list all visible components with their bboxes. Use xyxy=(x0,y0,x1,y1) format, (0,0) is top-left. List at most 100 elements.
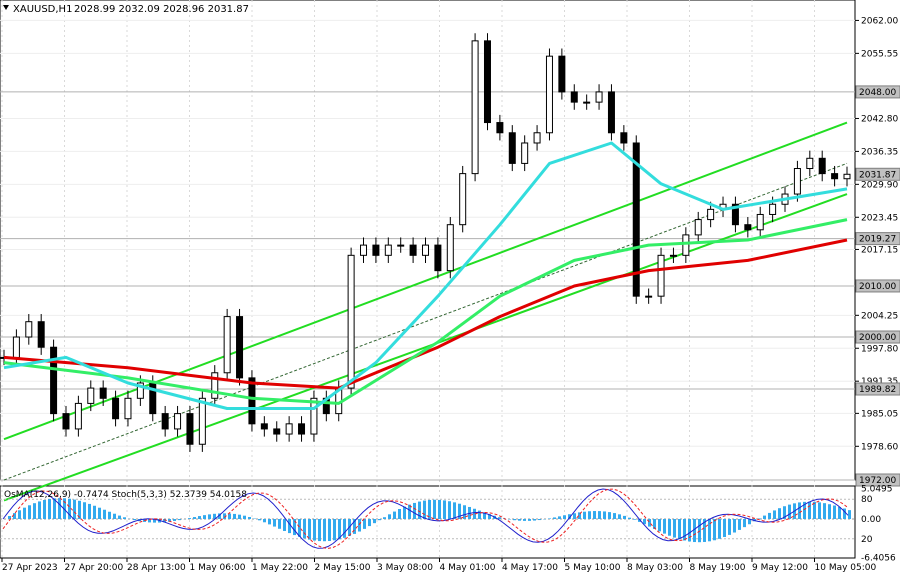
osma-bar xyxy=(823,503,826,519)
candle-body xyxy=(769,203,777,215)
price-tag-label: 1989.82 xyxy=(859,385,896,395)
osma-bar xyxy=(658,519,661,532)
osma-bar xyxy=(833,505,836,519)
candle-body xyxy=(545,55,553,134)
osma-bar xyxy=(103,509,106,519)
osma-bar xyxy=(83,502,86,519)
osma-bar xyxy=(538,519,541,521)
osma-bar xyxy=(43,500,46,519)
osma-bar xyxy=(98,507,101,519)
osma-bar xyxy=(68,498,71,519)
candle-body xyxy=(12,336,20,358)
osma-bar xyxy=(743,519,746,528)
osma-bar xyxy=(163,519,166,523)
candle-body xyxy=(285,423,293,435)
price-axis: 2062.00 2055.55 2042.80 2036.35 2029.90 2023.… xyxy=(855,16,898,452)
osma-bar xyxy=(378,519,381,521)
osma-bar xyxy=(523,519,526,521)
osma-bar xyxy=(528,519,531,521)
ma-green-line xyxy=(3,218,848,405)
osma-bar xyxy=(343,519,346,538)
osma-bar xyxy=(748,519,751,525)
header: XAUUSD,H1 2028.99 2032.09 2028.96 2031.8… xyxy=(3,4,249,15)
candle-body xyxy=(62,413,70,430)
candle-body xyxy=(397,244,405,247)
candle-body xyxy=(595,91,603,103)
candle-body xyxy=(25,321,33,338)
osma-bar xyxy=(48,498,51,519)
candle-body xyxy=(459,173,467,226)
osma-bar xyxy=(828,504,831,519)
osma-bar xyxy=(188,518,191,519)
time-label: 27 Apr 2023 xyxy=(2,563,58,573)
candle-body xyxy=(422,244,429,256)
osma-bar xyxy=(483,512,486,519)
candle-body xyxy=(570,91,578,103)
ma-cyan-line xyxy=(3,141,848,410)
osma-bar xyxy=(533,519,536,521)
candle-body xyxy=(632,142,640,297)
oscillator-frame xyxy=(0,485,856,559)
osma-bar xyxy=(673,519,676,538)
osma-bar xyxy=(813,501,816,519)
osma-bar xyxy=(133,519,136,521)
osma-bar xyxy=(663,519,666,534)
candle-body xyxy=(558,55,566,93)
osma-bar xyxy=(588,511,591,519)
candle-body xyxy=(843,173,851,180)
osma-bar xyxy=(608,512,611,519)
osma-bar xyxy=(203,515,206,519)
osma-bar xyxy=(618,514,621,519)
osma-bar xyxy=(648,519,651,527)
price-label: 1985.05 xyxy=(861,409,898,419)
price-tag-label: 2031.87 xyxy=(859,170,896,180)
osma-bar xyxy=(518,519,521,521)
osma-bar xyxy=(298,519,301,537)
osma-bar xyxy=(363,519,366,529)
osma-bar xyxy=(718,519,721,539)
osma-bar xyxy=(373,519,376,524)
osma-bar xyxy=(573,513,576,519)
time-label: 10 May 05:00 xyxy=(815,563,877,573)
osma-bar xyxy=(428,499,431,519)
time-label: 1 May 22:00 xyxy=(252,563,308,573)
osma-bar xyxy=(53,498,56,519)
price-tag-label: 2000.00 xyxy=(859,333,896,343)
osma-bar xyxy=(798,502,801,519)
osma-bar xyxy=(708,519,711,542)
ma-red-line xyxy=(3,238,848,390)
price-label: 2029.90 xyxy=(861,180,898,190)
osma-bar xyxy=(268,519,271,525)
osma-bar xyxy=(148,519,151,523)
osma-bar xyxy=(93,505,96,519)
candle-body xyxy=(37,321,45,348)
time-label: 9 May 12:00 xyxy=(752,563,808,573)
osma-bar xyxy=(323,519,326,542)
candle-body xyxy=(818,157,826,175)
price-tag-label: 2048.00 xyxy=(859,88,896,98)
osma-bar xyxy=(443,500,446,519)
osc-tick-label: 0.00 xyxy=(861,515,881,525)
osma-bar xyxy=(408,504,411,519)
candle-body xyxy=(74,402,82,430)
candle-body xyxy=(496,122,504,134)
osma-bar xyxy=(723,519,726,538)
osma-bar xyxy=(653,519,656,529)
candle-body xyxy=(508,132,516,164)
osma-bar xyxy=(668,519,671,536)
candle-body xyxy=(372,244,380,256)
osma-bar xyxy=(398,509,401,519)
candle-body xyxy=(211,372,219,399)
osma-bar xyxy=(788,504,791,519)
osma-bar xyxy=(28,505,31,519)
time-label: 2 May 15:00 xyxy=(315,563,371,573)
price-label: 1991.35 xyxy=(861,377,898,387)
osma-bar xyxy=(623,515,626,519)
osma-bar xyxy=(383,517,386,519)
candle-body xyxy=(161,413,169,430)
candle-body xyxy=(744,224,752,231)
price-label: 2004.25 xyxy=(861,311,898,321)
candle-body xyxy=(87,387,95,404)
candle-body xyxy=(694,219,702,236)
